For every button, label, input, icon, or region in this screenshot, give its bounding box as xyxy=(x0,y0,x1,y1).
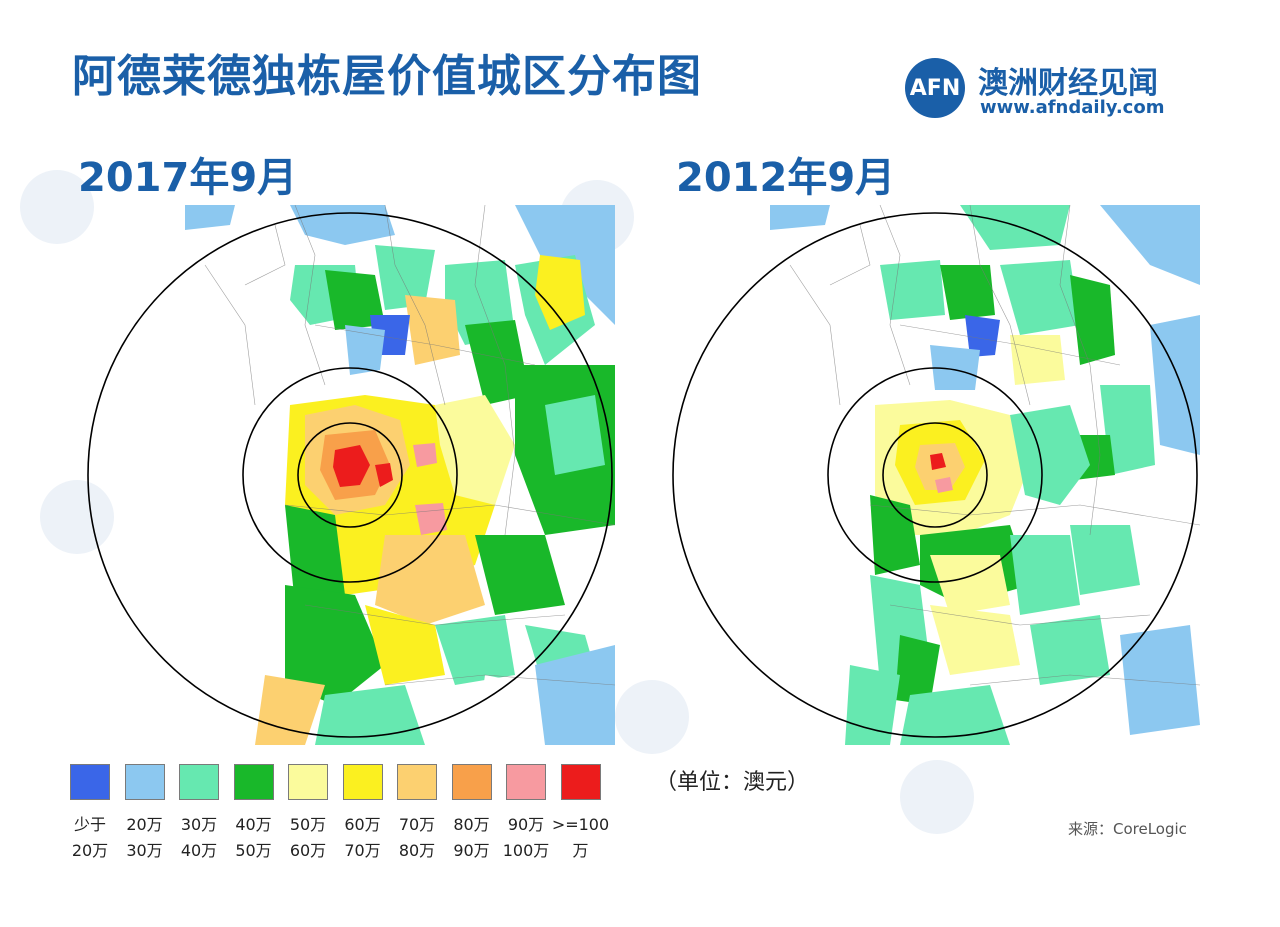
legend-label: >=100万 xyxy=(551,812,611,864)
legend-label-line: 40万 xyxy=(180,841,218,860)
legend-label: 40万 50万 xyxy=(224,812,284,864)
legend-label-line: 20万 xyxy=(126,815,163,834)
legend-label-line: 少于 xyxy=(73,815,106,834)
afn-logo-icon: AFN xyxy=(905,58,965,118)
legend-label-line: 80万 xyxy=(453,815,490,834)
legend-label-line: 60万 xyxy=(289,841,327,860)
legend-swatch xyxy=(124,764,165,800)
legend-swatch xyxy=(397,764,437,800)
brand-name: 澳洲财经见闻 xyxy=(978,66,1158,101)
legend-label-line: 70万 xyxy=(398,815,436,834)
legend-label-line: 60万 xyxy=(344,815,381,834)
legend-label-line: 80万 xyxy=(398,841,436,860)
legend-label: 少于 20万 xyxy=(60,812,120,864)
legend-label: 30万 40万 xyxy=(169,812,229,864)
legend-label: 70万 80万 xyxy=(387,812,447,864)
legend-label-line: 70万 xyxy=(344,841,381,860)
map-date-2012: 2012年9月 xyxy=(676,155,896,201)
legend-label-line: 50万 xyxy=(289,815,327,834)
brand-url: www.afndaily.com xyxy=(980,97,1165,118)
legend-swatch xyxy=(506,764,546,800)
legend-label-line: 50万 xyxy=(235,841,272,860)
suburb-map-2017 xyxy=(185,205,615,745)
legend-swatch xyxy=(342,764,383,800)
watermark-logo-icon xyxy=(900,760,974,834)
legend-label-line: 20万 xyxy=(71,841,109,860)
source-label: 来源：CoreLogic xyxy=(1068,820,1187,838)
legend-swatch xyxy=(560,764,601,800)
legend-swatch xyxy=(179,764,219,800)
legend-swatch xyxy=(451,764,492,800)
legend-label-line: 30万 xyxy=(180,815,218,834)
legend-swatch xyxy=(288,764,328,800)
legend-swatch xyxy=(233,764,274,800)
legend-label: 90万 100万 xyxy=(496,812,556,864)
legend-label: 80万 90万 xyxy=(442,812,502,864)
legend-swatch xyxy=(70,764,110,800)
suburb-map-2012 xyxy=(770,205,1200,745)
legend-label-line: 90万 xyxy=(453,841,490,860)
legend-label-line: 100万 xyxy=(502,841,550,860)
legend-label: 60万 70万 xyxy=(333,812,393,864)
legend-label-line: >=100万 xyxy=(551,815,610,860)
legend-label-line: 90万 xyxy=(507,815,545,834)
legend-label: 20万 30万 xyxy=(115,812,175,864)
watermark-logo-icon xyxy=(40,480,114,554)
watermark-logo-icon xyxy=(615,680,689,754)
unit-label: （单位：澳元） xyxy=(655,770,810,795)
map-date-2017: 2017年9月 xyxy=(78,155,298,201)
watermark-logo-icon xyxy=(20,170,94,244)
legend-label: 50万 60万 xyxy=(278,812,338,864)
legend-label-line: 30万 xyxy=(126,841,163,860)
legend-label-line: 40万 xyxy=(235,815,272,834)
page-title: 阿德莱德独栋屋价值城区分布图 xyxy=(72,51,702,102)
